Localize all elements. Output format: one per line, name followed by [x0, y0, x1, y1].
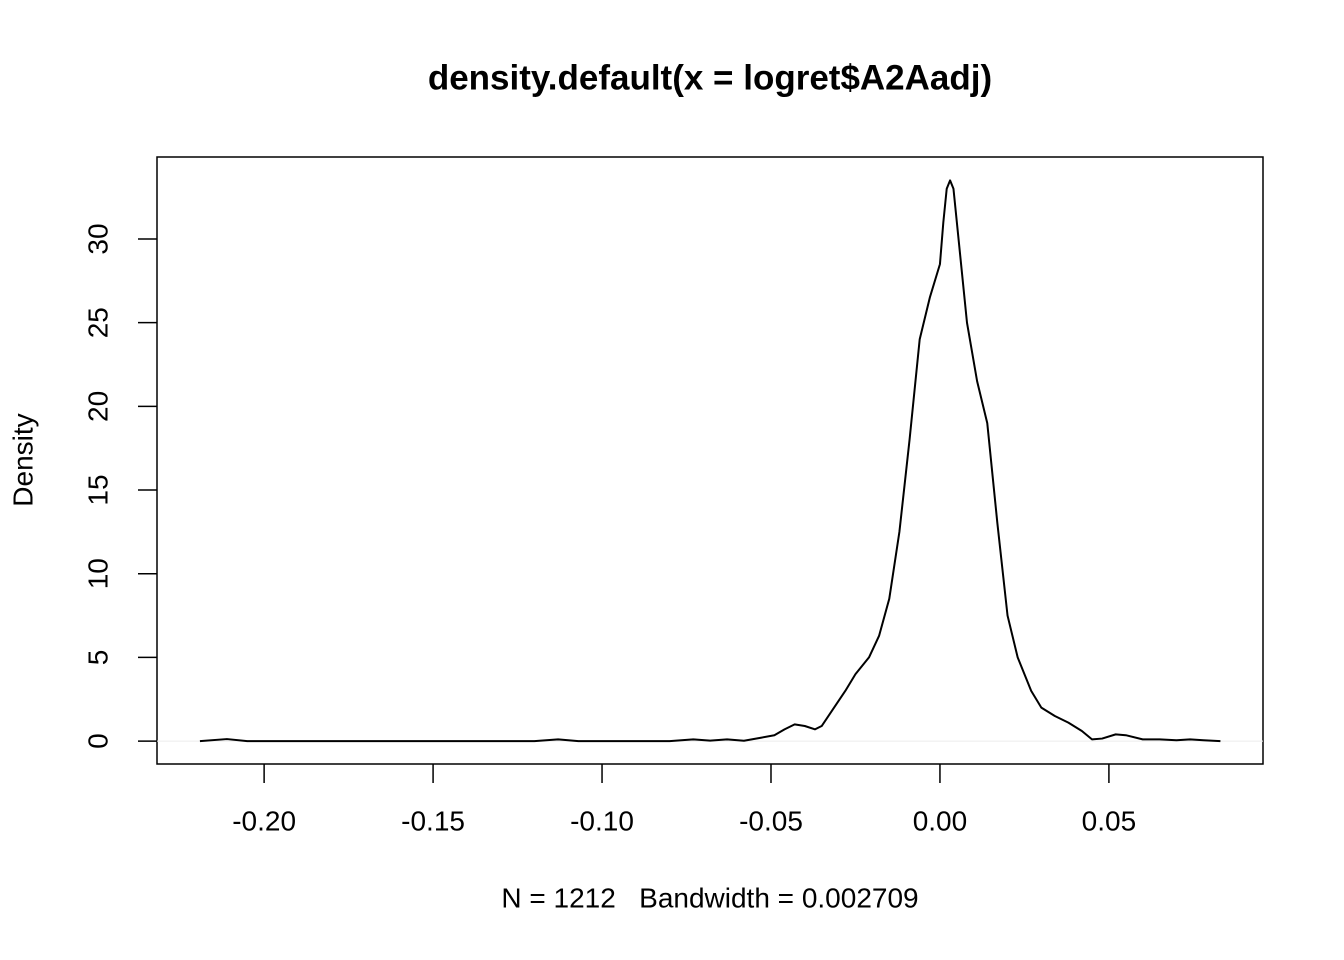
x-tick-label: -0.10 [570, 805, 634, 836]
y-tick-label: 10 [82, 558, 113, 589]
y-tick-label: 15 [82, 474, 113, 505]
y-tick-label: 25 [82, 307, 113, 338]
x-tick-label: 0.05 [1082, 805, 1137, 836]
plot-frame [156, 156, 1264, 765]
x-tick-label: -0.05 [739, 805, 803, 836]
y-axis-label: Density [7, 413, 38, 506]
x-tick-label: 0.00 [913, 805, 968, 836]
y-tick-label: 5 [82, 650, 113, 666]
y-tick-label: 20 [82, 391, 113, 422]
density-line [199, 179, 1221, 743]
y-tick-label: 0 [82, 733, 113, 749]
x-tick-label: -0.15 [401, 805, 465, 836]
x-tick-label: -0.20 [232, 805, 296, 836]
x-axis-label: N = 1212 Bandwidth = 0.002709 [501, 882, 918, 913]
y-tick-label: 30 [82, 223, 113, 254]
chart-title: density.default(x = logret$A2Aadj) [428, 58, 992, 97]
